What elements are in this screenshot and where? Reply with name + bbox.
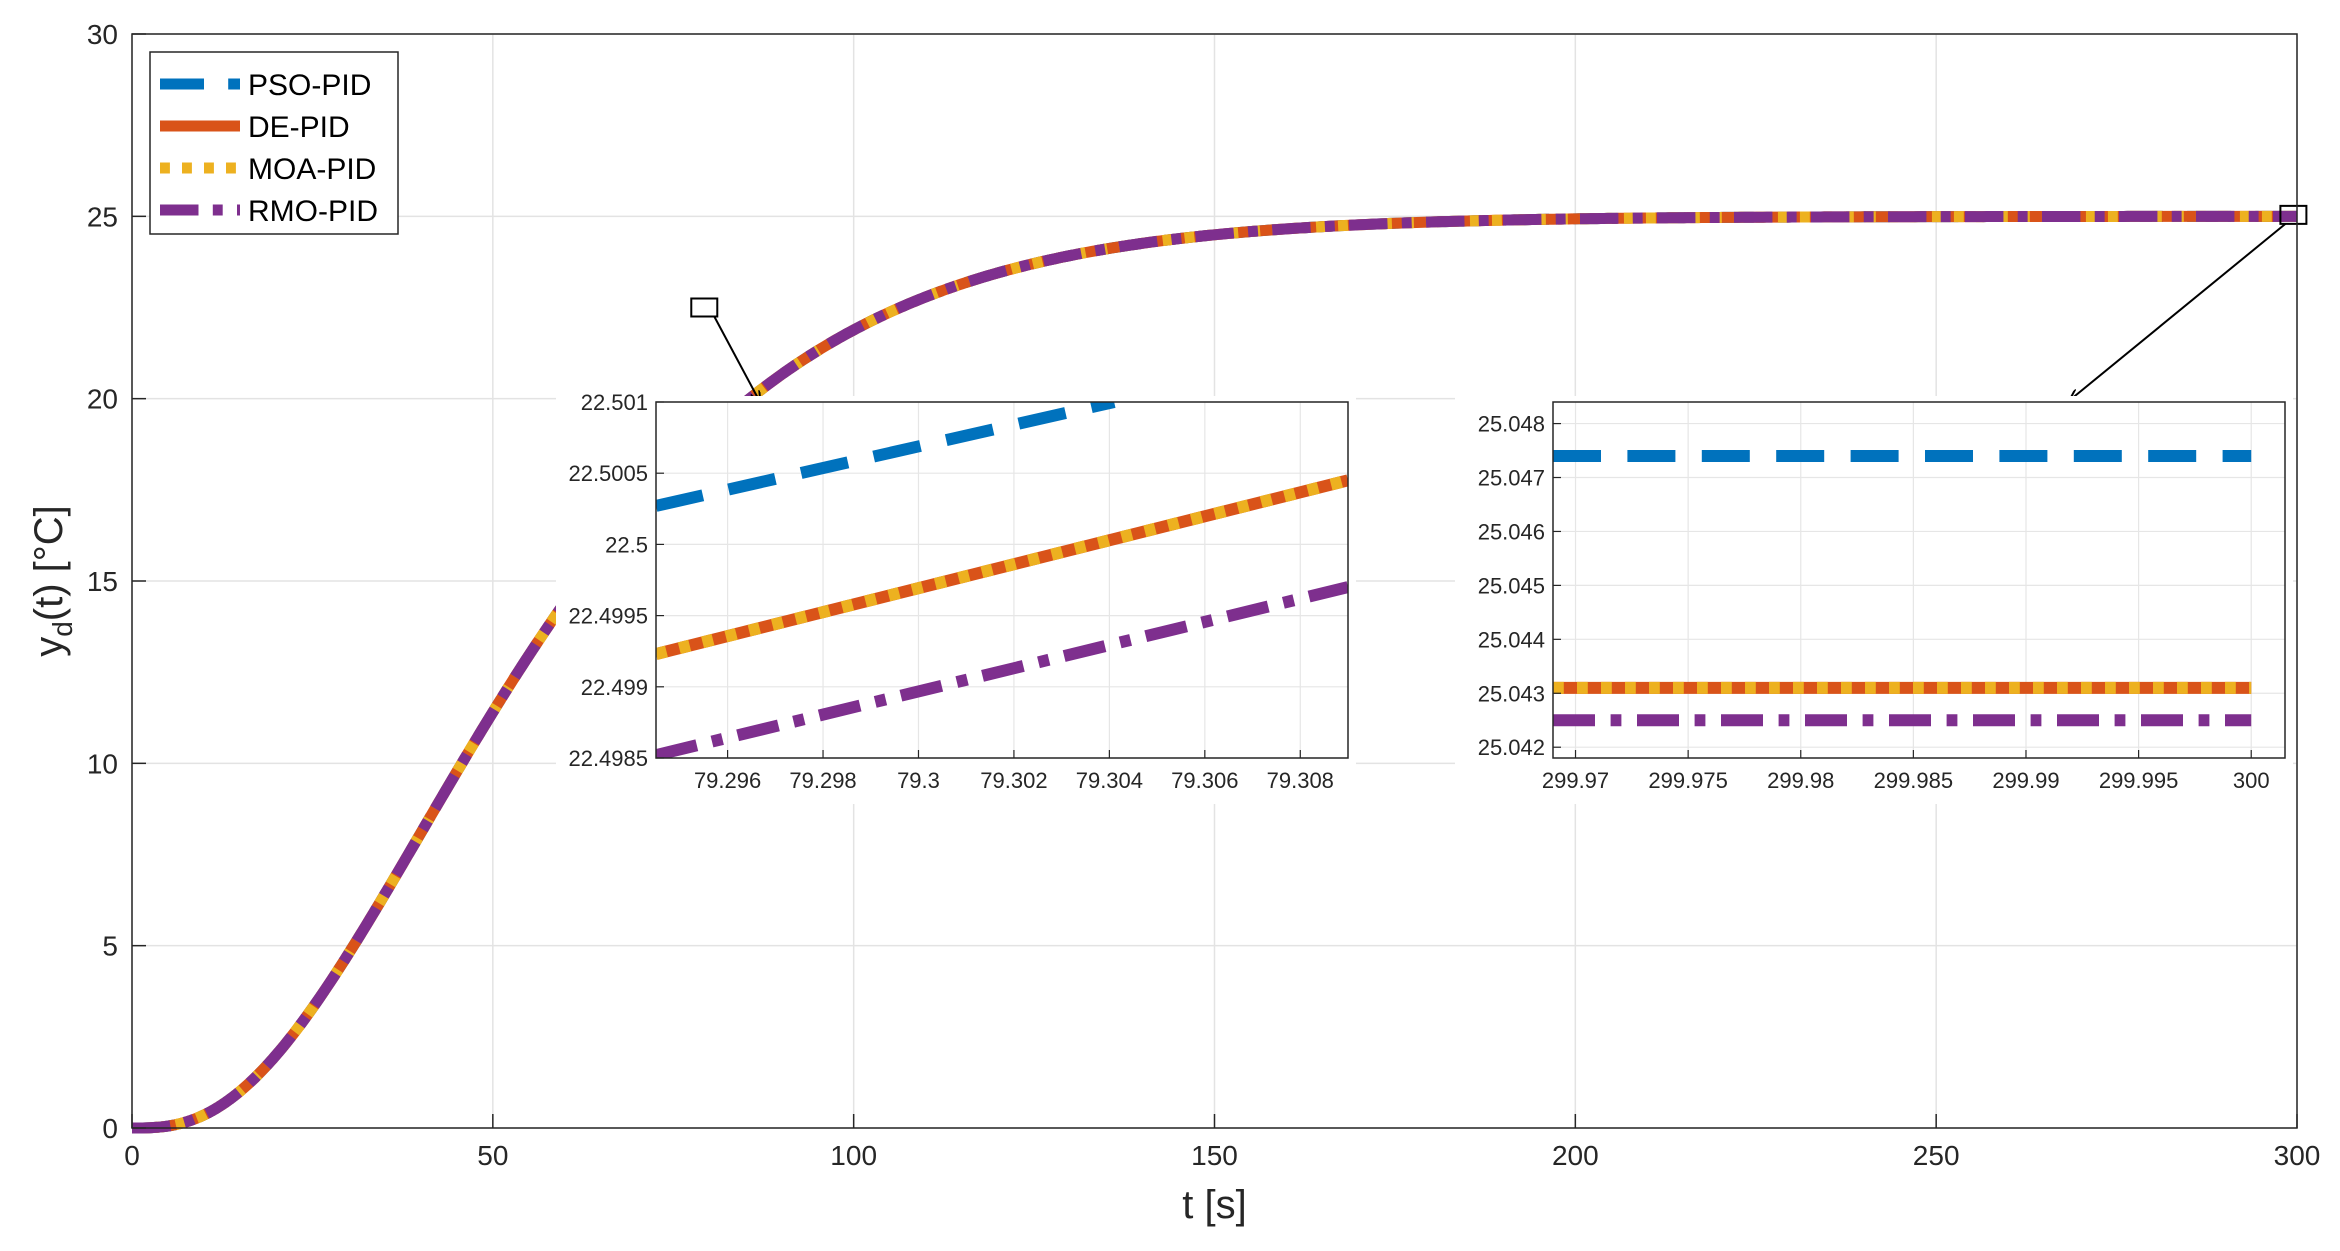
inset-y-tick-label: 25.042 [1478,735,1545,760]
main-x-tick-label: 150 [1191,1140,1238,1171]
inset-y-tick-label: 25.045 [1478,573,1545,598]
main-series-rmo-pid [130,210,2299,1134]
inset-x-tick-label: 79.306 [1171,768,1238,793]
inset-x-tick-label: 299.97 [1542,768,1609,793]
inset-x-tick-label: 79.308 [1267,768,1334,793]
main-y-tick-label: 30 [87,19,118,50]
y-axis-label-main: y [27,637,71,657]
inset-series [656,402,1348,758]
inset-x-tick-label: 299.985 [1874,768,1954,793]
inset-x-tick-label: 79.298 [789,768,856,793]
inset-y-tick-label: 25.048 [1478,412,1545,437]
inset-series-de-pid [656,474,1348,660]
main-y-tick-label: 25 [87,201,118,232]
main-x-tick-label: 0 [124,1140,140,1171]
inset-series [1553,449,2252,727]
main-y-tick-label: 0 [102,1113,118,1144]
x-axis-label: t [s] [1182,1183,1246,1227]
zoom-markers [690,204,2308,318]
inset-x-tick-label: 300 [2233,768,2270,793]
main-y-tick-label: 15 [87,566,118,597]
inset-x-tick-label: 299.98 [1767,768,1834,793]
inset-frame [1552,401,2286,759]
main-series [130,210,2299,1134]
inset-y-tick-label: 22.501 [581,390,648,415]
inset-plot-area [656,402,1348,758]
inset-y-tick-label: 22.4995 [568,604,648,629]
y-axis-label-subscript: d [47,621,78,637]
zoom-marker-box [2279,204,2308,225]
inset-series-pso-pid [656,402,1116,512]
inset-x-tick-label: 79.304 [1076,768,1143,793]
legend-label: DE-PID [248,111,350,144]
inset-x-tick-label: 299.99 [1992,768,2059,793]
inset-frame [655,401,1349,759]
main-y-tick-label: 10 [87,748,118,779]
inset-y-tick-label: 22.499 [581,675,648,700]
main-y-ticks: 0 5 10 15 20 25 30 [87,19,146,1144]
inset-left-axes: 79.296 79.298 79.3 79.302 79.304 79.306 79.308… [556,390,1356,804]
zoom-arrows [713,223,2287,403]
inset-y-tick-label: 22.4985 [568,746,648,771]
inset-y-tick-label: 25.043 [1478,681,1545,706]
main-x-tick-label: 200 [1552,1140,1599,1171]
inset-x-tick-label: 79.296 [694,768,761,793]
main-x-tick-label: 100 [830,1140,877,1171]
inset-y-tick-label: 25.047 [1478,466,1545,491]
main-y-tick-label: 5 [102,931,118,962]
inset-series-rmo-pid [656,581,1348,758]
zoom-marker-box [690,297,719,318]
inset-right-axes: 299.97 299.975 299.98 299.985 299.99 299.995 3… [1455,396,2293,804]
main-x-ticks: 0 50 100 150 200 250 300 [124,1114,2320,1171]
inset-y-tick-label: 25.046 [1478,519,1545,544]
inset-x-tick-label: 79.302 [980,768,1047,793]
main-x-tick-label: 250 [1913,1140,1960,1171]
legend-items: PSO-PID DE-PID MOA-PID RMO-PID [160,69,378,228]
legend-label: MOA-PID [248,153,376,186]
zoom-arrow-right [2070,223,2287,400]
main-x-tick-label: 300 [2274,1140,2321,1171]
inset-x-tick-label: 79.3 [897,768,940,793]
inset-y-tick-label: 25.044 [1478,627,1545,652]
main-y-tick-label: 20 [87,384,118,415]
legend-label: PSO-PID [248,69,371,102]
y-axis-label-rest: (t) [°C] [27,505,71,621]
inset-y-tick-label: 22.5 [605,532,648,557]
zoom-arrow-left [713,316,760,403]
y-axis-label: yd(t) [°C] [27,505,78,657]
main-x-tick-label: 50 [477,1140,508,1171]
legend: PSO-PID DE-PID MOA-PID RMO-PID [149,51,399,235]
inset-x-tick-label: 299.975 [1648,768,1728,793]
inset-x-tick-label: 299.995 [2099,768,2179,793]
inset-y-tick-label: 22.5005 [568,461,648,486]
legend-label: RMO-PID [248,195,378,228]
